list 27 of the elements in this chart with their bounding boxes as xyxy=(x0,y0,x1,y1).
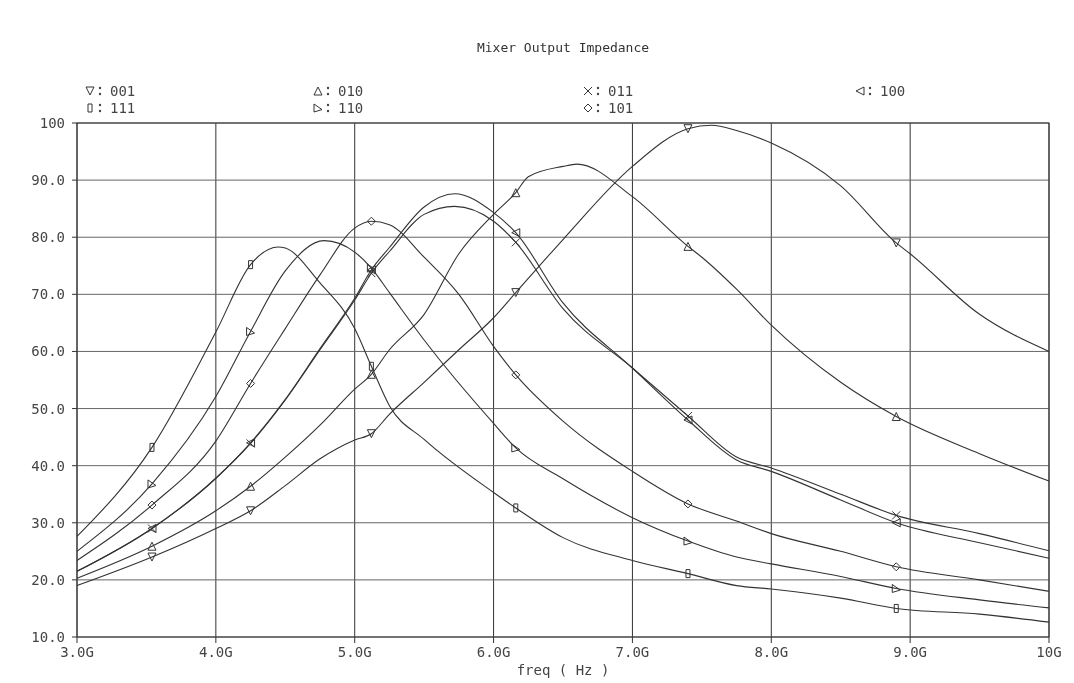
y-tick-label: 40.0 xyxy=(31,457,65,474)
x-tick-label: 5.0G xyxy=(337,644,372,660)
legend-label: 110 xyxy=(338,100,364,116)
legend-label: 101 xyxy=(608,100,634,116)
x-tick-label: 6.0G xyxy=(476,644,511,660)
legend-label: 011 xyxy=(608,83,634,99)
y-tick-label: 60.0 xyxy=(31,343,65,360)
y-tick-label: 70.0 xyxy=(31,286,65,303)
y-tick-label: 10.0 xyxy=(31,629,65,645)
y-tick-label: 100 xyxy=(39,115,65,131)
y-tick-label: 80.0 xyxy=(31,229,65,246)
x-tick-label: 7.0G xyxy=(615,644,650,660)
x-tick-label: 3.0G xyxy=(60,644,94,660)
x-tick-label: 8.0G xyxy=(754,644,789,660)
x-tick-label: 10G xyxy=(1036,644,1062,660)
legend-label: 010 xyxy=(338,83,364,99)
y-tick-label: 90.0 xyxy=(31,172,65,189)
legend-label: 100 xyxy=(880,83,906,99)
y-tick-label: 30.0 xyxy=(31,514,65,531)
x-axis-title: freq ( Hz ) xyxy=(516,662,610,678)
y-tick-label: 20.0 xyxy=(31,571,65,588)
x-tick-label: 4.0G xyxy=(199,644,233,660)
chart-title: Mixer Output Impedance xyxy=(476,40,650,55)
x-tick-label: 9.0G xyxy=(893,644,927,660)
y-tick-label: 50.0 xyxy=(31,400,65,417)
legend-label: 001 xyxy=(110,83,136,99)
legend-label: 111 xyxy=(110,100,136,116)
